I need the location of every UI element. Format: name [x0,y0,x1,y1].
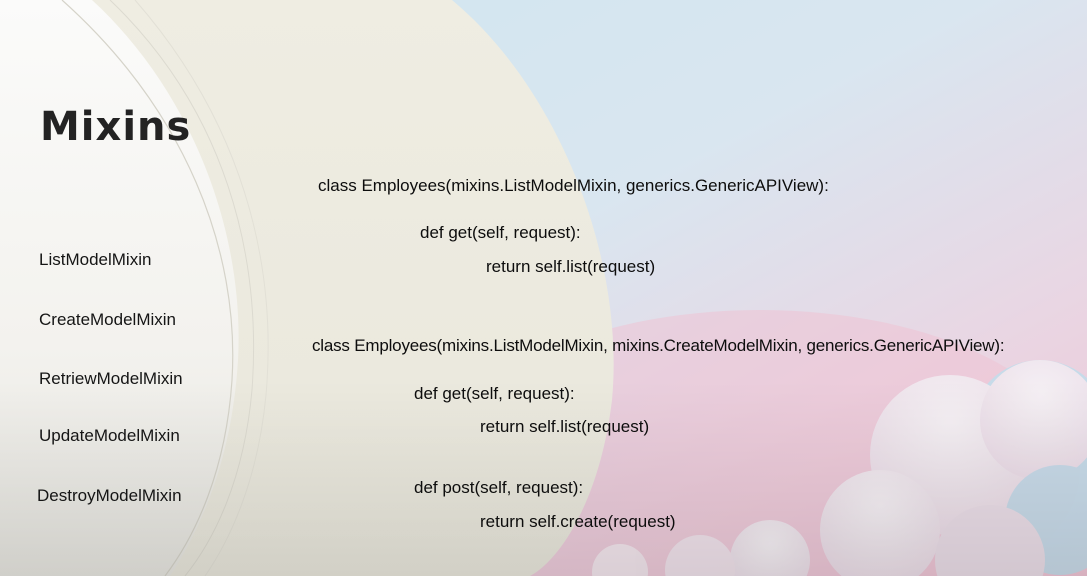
sidebar-item-create-model-mixin: CreateModelMixin [39,310,176,329]
code-class-line: class Employees(mixins.ListModelMixin, g… [318,176,829,195]
code-get-return: return self.list(request) [480,417,650,436]
code-class-line: class Employees(mixins.ListModelMixin, m… [312,336,1005,355]
sidebar-item-destroy-model-mixin: DestroyModelMixin [37,486,182,505]
sidebar-item-retriew-model-mixin: RetriewModelMixin [39,369,183,388]
code-get-def: def get(self, request): [420,223,581,242]
code-post-return: return self.create(request) [480,512,676,531]
sidebar-item-update-model-mixin: UpdateModelMixin [39,426,180,445]
slide-title: Mixins [40,104,192,150]
code-get-def: def get(self, request): [414,384,575,403]
code-post-def: def post(self, request): [414,478,584,497]
code-get-return: return self.list(request) [486,257,656,276]
sidebar-item-list-model-mixin: ListModelMixin [39,250,152,269]
bottom-shade [0,380,1087,576]
